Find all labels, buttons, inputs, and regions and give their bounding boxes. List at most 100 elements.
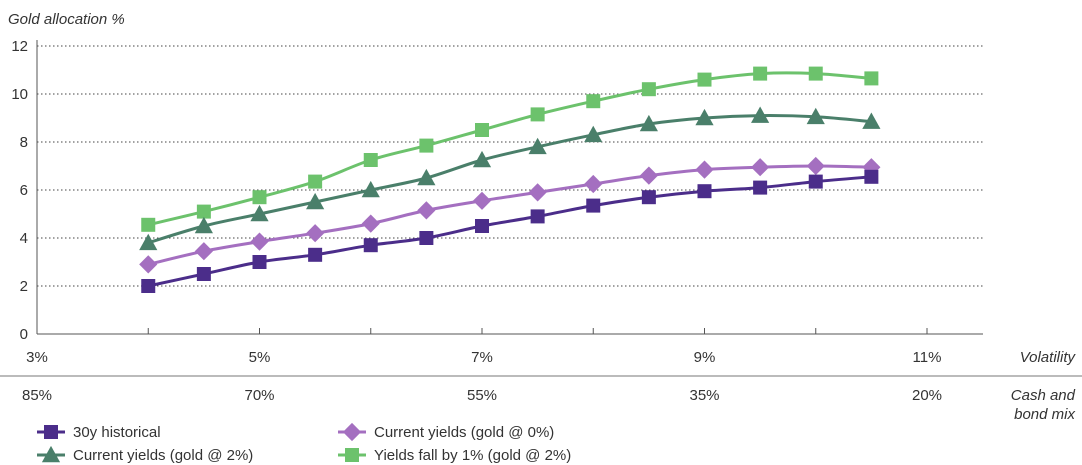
data-point [641,190,656,205]
y-tick-label: 4 [20,230,28,247]
secondary-tick-label: 55% [467,387,497,404]
data-point [695,108,714,126]
legend-swatch-marker [345,448,359,462]
data-point [361,180,380,198]
data-point [695,160,714,179]
y-tick-label: 2 [20,278,28,295]
secondary-tick-label: 20% [912,387,942,404]
data-point [194,216,213,234]
data-point [417,201,436,220]
data-point [530,107,545,122]
data-point [753,66,768,81]
data-point [139,255,158,274]
y-axis-title: Gold allocation % [8,11,125,28]
series-0 [141,169,879,293]
data-point [862,112,881,129]
secondary-axis-tick-labels: 85% 70% 55% 35% 20% [22,387,942,404]
x-tick-label: 9% [694,349,716,366]
data-point [419,231,434,245]
x-tick-label: 3% [26,349,48,366]
data-point [196,267,211,281]
data-point [139,233,158,251]
legend-swatch-marker [44,425,58,439]
data-point [753,180,768,195]
y-tick-label: 12 [11,38,28,55]
data-point [306,224,325,243]
legend-item: Current yields (gold @ 0%) [338,422,554,442]
secondary-tick-label: 70% [244,387,274,404]
data-point [808,66,823,81]
data-point [141,217,156,232]
data-point [639,114,658,132]
series-1 [139,156,881,274]
data-point [250,232,269,251]
data-point [308,247,323,262]
data-point [586,198,601,213]
x-tick-label: 7% [471,349,493,366]
data-point [141,279,156,293]
data-point [641,82,656,97]
legend-label: Yields fall by 1% (gold @ 2%) [374,447,571,464]
data-point [530,209,545,224]
legend-swatch-marker [41,445,61,463]
gridlines [37,45,983,287]
data-point [252,190,267,205]
data-point [528,183,547,202]
series-group [139,66,881,293]
data-point [306,192,325,210]
legend: 30y historical Current yields (gold @ 2%)… [37,422,571,464]
data-point [472,191,492,210]
x-tick-labels: 3% 5% 7% 9% 11% [26,349,941,366]
y-tick-label: 8 [20,134,28,151]
data-point [584,125,603,143]
x-tick-label: 5% [249,349,271,366]
legend-item: Current yields (gold @ 2%) [37,445,253,464]
data-point [363,238,378,253]
y-tick-labels: 0 2 4 6 8 10 12 [11,38,28,343]
y-tick-label: 10 [11,86,28,103]
data-point [808,174,823,189]
data-point [806,156,825,176]
legend-label: Current yields (gold @ 0%) [374,424,554,441]
data-point [361,214,380,233]
data-point [697,72,712,87]
series-line [147,114,872,245]
series-3 [141,66,879,232]
secondary-tick-label: 35% [689,387,719,404]
secondary-axis-title-line2: bond mix [1014,406,1075,423]
data-point [586,94,601,109]
legend-item: 30y historical [37,424,161,441]
data-point [363,153,378,167]
data-point [751,158,770,177]
secondary-axis-title-line1: Cash and [1011,387,1076,404]
data-point [308,174,323,189]
data-point [751,106,770,123]
x-tick-label: 11% [913,349,942,366]
data-point [194,242,213,261]
axes [0,40,1082,377]
data-point [250,204,269,222]
legend-swatch-marker [342,422,362,442]
data-point [472,150,492,168]
data-point [417,168,436,186]
data-point [864,71,879,86]
series-2 [139,106,881,251]
legend-label: 30y historical [73,424,161,441]
data-point [528,137,547,155]
data-point [475,219,489,233]
secondary-tick-label: 85% [22,387,52,404]
data-point [639,166,658,185]
data-point [475,123,489,137]
y-tick-label: 0 [20,326,28,343]
legend-item: Yields fall by 1% (gold @ 2%) [338,447,571,464]
x-axis-title: Volatility [1020,349,1077,366]
data-point [196,204,211,219]
data-point [806,107,825,125]
data-point [419,138,434,153]
y-tick-label: 6 [20,182,28,199]
legend-label: Current yields (gold @ 2%) [73,447,253,464]
data-point [697,184,712,199]
data-point [584,174,603,194]
data-point [864,169,879,184]
